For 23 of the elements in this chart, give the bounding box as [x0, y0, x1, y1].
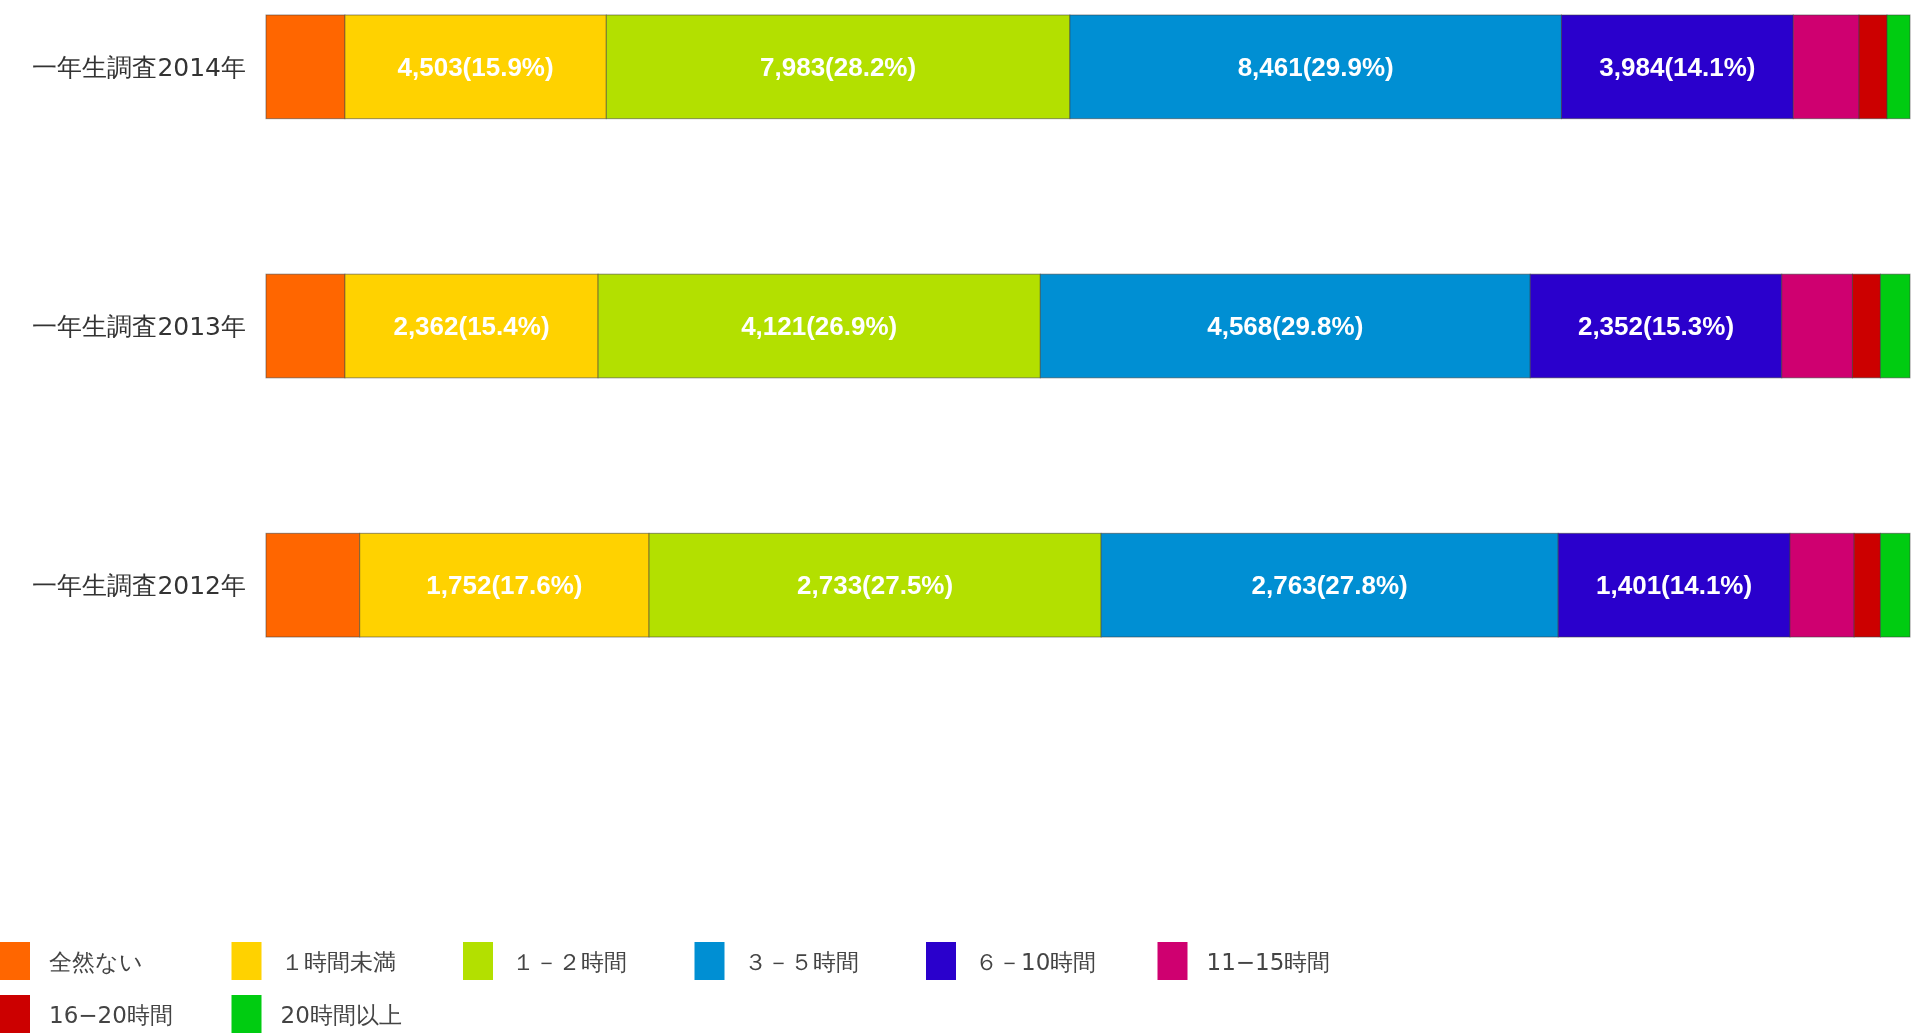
- y-tick-label: 一年生調査2013年: [32, 311, 246, 341]
- legend-label: １－２時間: [512, 949, 627, 975]
- data-label: 4,121(26.9%): [741, 311, 898, 341]
- y-tick-label: 一年生調査2014年: [32, 52, 246, 82]
- legend-label: 16−20時間: [49, 1002, 173, 1028]
- legend-label: ３－５時間: [743, 949, 859, 975]
- data-label: 2,362(15.4%): [393, 311, 550, 341]
- legend-label: 11−15時間: [1206, 949, 1331, 975]
- legend-label: 全然ない: [49, 949, 143, 975]
- data-label: 7,983(28.2%): [760, 51, 917, 82]
- data-label: 1,752(17.6%): [426, 570, 583, 601]
- data-label: 1,401(14.1%): [1596, 570, 1753, 601]
- data-label: 8,461(29.9%): [1237, 51, 1394, 82]
- data-label: 2,733(27.5%): [797, 570, 954, 601]
- legend-label: １時間未満: [280, 949, 396, 975]
- data-label: 4,503(15.9%): [397, 51, 554, 82]
- legend-label: 20時間以上: [280, 1002, 402, 1028]
- data-label: 2,763(27.8%): [1251, 570, 1408, 601]
- data-label: 2,352(15.3%): [1577, 311, 1735, 341]
- data-label: 3,984(14.1%): [1599, 51, 1756, 82]
- y-tick-label: 一年生調査2012年: [32, 570, 246, 600]
- legend-label: ６－10時間: [975, 949, 1097, 975]
- data-label: 4,568(29.8%): [1207, 311, 1364, 341]
